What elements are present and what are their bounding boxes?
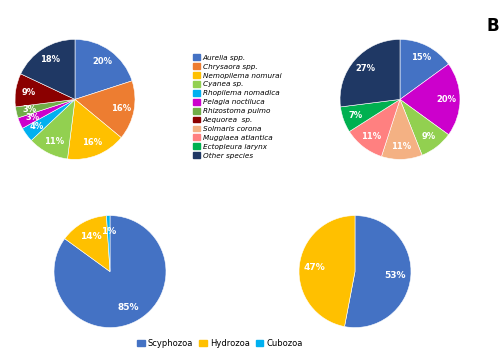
- Text: 9%: 9%: [22, 88, 36, 97]
- Wedge shape: [15, 74, 75, 107]
- Text: 3%: 3%: [25, 114, 39, 122]
- Wedge shape: [382, 99, 422, 159]
- Text: B: B: [487, 17, 500, 35]
- Text: 53%: 53%: [384, 271, 406, 280]
- Text: 7%: 7%: [349, 111, 363, 120]
- Wedge shape: [18, 99, 75, 128]
- Wedge shape: [68, 99, 121, 159]
- Text: 47%: 47%: [304, 263, 326, 272]
- Wedge shape: [350, 99, 400, 157]
- Text: 20%: 20%: [437, 95, 457, 104]
- Wedge shape: [54, 215, 166, 328]
- Wedge shape: [75, 81, 135, 138]
- Wedge shape: [106, 215, 110, 272]
- Wedge shape: [400, 39, 448, 99]
- Legend: Scyphozoa, Hydrozoa, Cubozoa: Scyphozoa, Hydrozoa, Cubozoa: [134, 335, 306, 351]
- Text: 3%: 3%: [22, 105, 36, 114]
- Text: 1%: 1%: [101, 227, 116, 236]
- Text: 11%: 11%: [362, 132, 382, 141]
- Wedge shape: [22, 99, 75, 141]
- Wedge shape: [340, 39, 400, 107]
- Text: 4%: 4%: [30, 122, 44, 131]
- Text: 20%: 20%: [92, 57, 112, 66]
- Legend: Aurelia spp., Chrysaora spp., Nemopilema nomurai, Cyanea sp., Rhopilema nomadica: Aurelia spp., Chrysaora spp., Nemopilema…: [190, 51, 284, 162]
- Wedge shape: [340, 99, 400, 132]
- Wedge shape: [16, 99, 75, 118]
- Text: 18%: 18%: [40, 55, 60, 64]
- Text: 11%: 11%: [392, 142, 411, 151]
- Text: 85%: 85%: [118, 303, 139, 312]
- Wedge shape: [75, 39, 132, 99]
- Text: 15%: 15%: [411, 53, 432, 62]
- Wedge shape: [344, 215, 411, 328]
- Wedge shape: [32, 99, 75, 159]
- Wedge shape: [400, 99, 448, 155]
- Wedge shape: [20, 39, 75, 99]
- Text: 16%: 16%: [82, 138, 102, 147]
- Text: 9%: 9%: [422, 132, 436, 141]
- Text: 16%: 16%: [111, 104, 131, 113]
- Wedge shape: [400, 64, 460, 135]
- Text: 14%: 14%: [80, 232, 102, 241]
- Text: 27%: 27%: [355, 64, 375, 73]
- Wedge shape: [64, 216, 110, 272]
- Wedge shape: [299, 215, 355, 327]
- Text: 11%: 11%: [44, 137, 64, 146]
